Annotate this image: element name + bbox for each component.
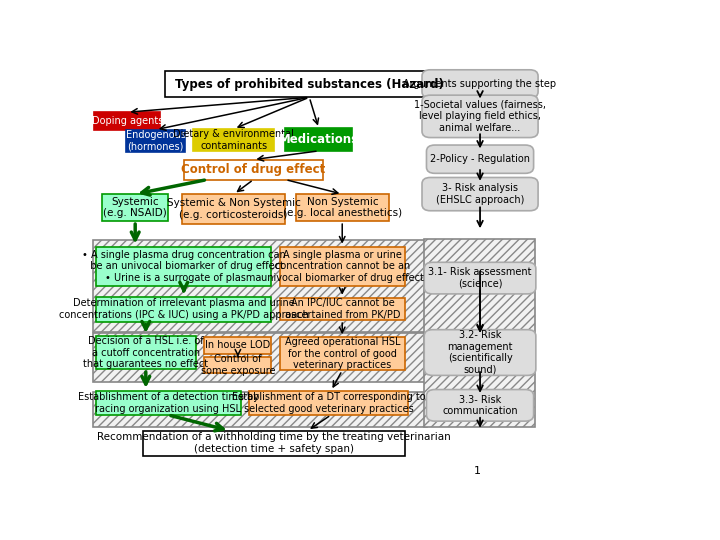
Text: 3.1- Risk assessment
(science): 3.1- Risk assessment (science)	[428, 267, 532, 289]
FancyBboxPatch shape	[182, 194, 285, 224]
Text: Establishment of a detection time by
racing organization using HSL: Establishment of a detection time by rac…	[78, 392, 258, 414]
Text: Establishment of a DT corresponding to
selected good veterinary practices: Establishment of a DT corresponding to s…	[232, 392, 426, 414]
Text: 3- Risk analysis
(EHSLC approach): 3- Risk analysis (EHSLC approach)	[436, 183, 524, 205]
Text: 3.3- Risk
communication: 3.3- Risk communication	[442, 395, 518, 416]
Text: Types of prohibited substances (Hazard): Types of prohibited substances (Hazard)	[174, 78, 444, 91]
Text: A single plasma or urine
concentration cannot be an
univocal biomarker of drug e: A single plasma or urine concentration c…	[261, 249, 424, 283]
FancyBboxPatch shape	[204, 357, 271, 373]
Bar	[94, 393, 427, 427]
Bar	[94, 240, 427, 332]
Text: An IPC/IUC cannot be
ascertained from PK/PD: An IPC/IUC cannot be ascertained from PK…	[284, 298, 400, 320]
FancyBboxPatch shape	[280, 246, 405, 286]
Text: Determination of irrelevant plasma and urine
concentrations (IPC & IUC) using a : Determination of irrelevant plasma and u…	[58, 299, 308, 320]
FancyBboxPatch shape	[249, 391, 408, 415]
FancyBboxPatch shape	[96, 336, 196, 369]
FancyBboxPatch shape	[297, 194, 389, 221]
FancyBboxPatch shape	[96, 391, 240, 415]
Text: Non Systemic
(e.g. local anesthetics): Non Systemic (e.g. local anesthetics)	[283, 197, 402, 218]
FancyBboxPatch shape	[426, 145, 534, 173]
FancyBboxPatch shape	[102, 194, 168, 221]
Text: • A single plasma drug concentration can
  be an univocal biomarker of drug effe: • A single plasma drug concentration can…	[81, 249, 285, 283]
FancyBboxPatch shape	[94, 112, 161, 131]
Text: In house LOD: In house LOD	[205, 340, 271, 350]
Text: Doping agents: Doping agents	[91, 116, 163, 126]
Text: Systemic
(e.g. NSAID): Systemic (e.g. NSAID)	[104, 197, 167, 218]
FancyBboxPatch shape	[426, 389, 534, 421]
FancyBboxPatch shape	[422, 95, 538, 138]
Text: Decision of a HSL i.e. of
a cutoff concentration
that guarantees no effect: Decision of a HSL i.e. of a cutoff conce…	[84, 336, 208, 369]
Text: Systemic & Non Systemic
(e.g. corticosteroids): Systemic & Non Systemic (e.g. corticoste…	[167, 198, 301, 220]
FancyBboxPatch shape	[143, 431, 405, 456]
FancyBboxPatch shape	[166, 71, 453, 97]
Text: Arguments supporting the step: Arguments supporting the step	[403, 79, 557, 89]
Text: Medications: Medications	[279, 133, 359, 146]
FancyBboxPatch shape	[126, 130, 185, 152]
Text: Recommendation of a withholding time by the treating veterinarian
(detection tim: Recommendation of a withholding time by …	[97, 433, 451, 454]
Text: 3.2- Risk
management
(scientifically
sound): 3.2- Risk management (scientifically sou…	[447, 330, 513, 375]
Text: 2-Policy - Regulation: 2-Policy - Regulation	[430, 154, 530, 164]
Text: Dietary & environmental
contaminants: Dietary & environmental contaminants	[174, 129, 294, 151]
FancyBboxPatch shape	[96, 246, 271, 286]
Text: 1-Societal values (fairness,
level playing field ethics,
animal welfare...: 1-Societal values (fairness, level playi…	[414, 100, 546, 133]
Text: Control of drug effect: Control of drug effect	[181, 163, 325, 176]
FancyBboxPatch shape	[285, 129, 352, 151]
FancyBboxPatch shape	[184, 160, 323, 180]
FancyBboxPatch shape	[280, 298, 405, 320]
FancyBboxPatch shape	[280, 337, 405, 370]
Bar	[94, 333, 427, 382]
Text: Control of
some exposure: Control of some exposure	[201, 354, 275, 376]
Bar	[423, 239, 535, 427]
FancyBboxPatch shape	[422, 178, 538, 211]
Text: 1: 1	[474, 465, 481, 476]
FancyBboxPatch shape	[424, 329, 536, 375]
Text: Agreed operational HSL
for the control of good
veterinary practices: Agreed operational HSL for the control o…	[284, 337, 400, 370]
FancyBboxPatch shape	[204, 337, 271, 354]
FancyBboxPatch shape	[193, 129, 274, 151]
FancyBboxPatch shape	[422, 70, 538, 98]
FancyBboxPatch shape	[424, 262, 536, 294]
FancyBboxPatch shape	[96, 297, 271, 322]
Text: Endogenous
(hormones): Endogenous (hormones)	[125, 130, 186, 152]
